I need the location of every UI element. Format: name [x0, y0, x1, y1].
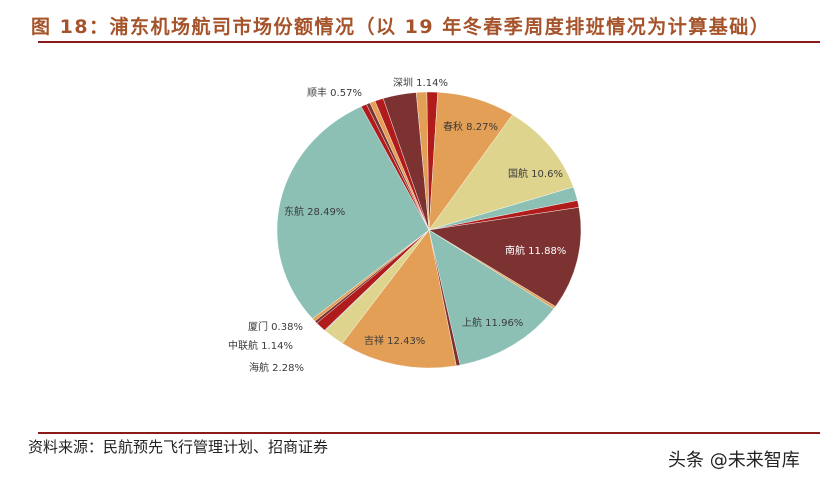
figure-title: 图 18：浦东机场航司市场份额情况（以 19 年冬春季周度排班情况为计算基础） — [31, 16, 771, 38]
label-xiamen: 厦门 0.38% — [248, 322, 303, 333]
pie-slice — [428, 114, 574, 231]
label-haihang: 海航 2.28% — [249, 363, 304, 374]
footer-divider — [38, 432, 820, 434]
label-zhonglianhang: 中联航 1.14% — [228, 341, 293, 352]
pie-slice — [341, 229, 457, 369]
label-guohang: 国航 10.6% — [508, 169, 563, 180]
pie-slice — [428, 207, 582, 307]
pie-slice — [416, 91, 430, 231]
label-nanhang: 南航 11.88% — [505, 246, 567, 257]
title-divider — [38, 41, 820, 43]
label-shenzhen: 深圳 1.14% — [393, 78, 448, 89]
label-donghang: 东航 28.49% — [284, 207, 346, 218]
watermark: 头条 @未来智库 — [668, 450, 800, 471]
label-shanghang: 上航 11.96% — [462, 318, 524, 329]
label-shunfeng: 顺丰 0.57% — [307, 88, 362, 99]
pie-slice — [428, 229, 555, 366]
label-jixiang: 吉祥 12.43% — [364, 336, 426, 347]
source-note: 资料来源：民航预先飞行管理计划、招商证券 — [28, 438, 329, 456]
label-chunqiu: 春秋 8.27% — [443, 122, 498, 133]
pie-slice — [276, 106, 430, 319]
pie-slices — [276, 91, 582, 369]
